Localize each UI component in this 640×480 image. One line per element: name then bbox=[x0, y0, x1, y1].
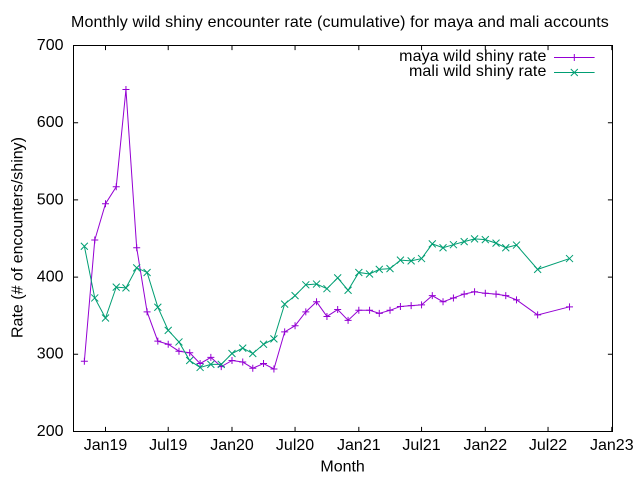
svg-text:Jan19: Jan19 bbox=[84, 437, 128, 454]
svg-text:Month: Month bbox=[320, 458, 364, 475]
svg-text:Jan22: Jan22 bbox=[464, 437, 508, 454]
svg-text:Monthly wild shiny encounter r: Monthly wild shiny encounter rate (cumul… bbox=[71, 14, 609, 31]
svg-text:Jul22: Jul22 bbox=[529, 437, 567, 454]
svg-text:Rate (# of encounters/shiny): Rate (# of encounters/shiny) bbox=[10, 137, 27, 338]
svg-text:maya wild shiny rate: maya wild shiny rate bbox=[399, 48, 546, 65]
svg-text:mali wild shiny rate: mali wild shiny rate bbox=[409, 63, 547, 80]
svg-text:Jul19: Jul19 bbox=[149, 437, 187, 454]
svg-text:500: 500 bbox=[37, 191, 64, 208]
svg-text:400: 400 bbox=[37, 269, 64, 286]
svg-text:700: 700 bbox=[37, 37, 64, 54]
svg-text:200: 200 bbox=[37, 423, 64, 440]
svg-text:300: 300 bbox=[37, 346, 64, 363]
svg-text:600: 600 bbox=[37, 114, 64, 131]
svg-text:Jan20: Jan20 bbox=[210, 437, 254, 454]
svg-text:Jul20: Jul20 bbox=[276, 437, 314, 454]
svg-text:Jul21: Jul21 bbox=[402, 437, 440, 454]
svg-text:Jan21: Jan21 bbox=[337, 437, 381, 454]
svg-text:Jan23: Jan23 bbox=[590, 437, 634, 454]
